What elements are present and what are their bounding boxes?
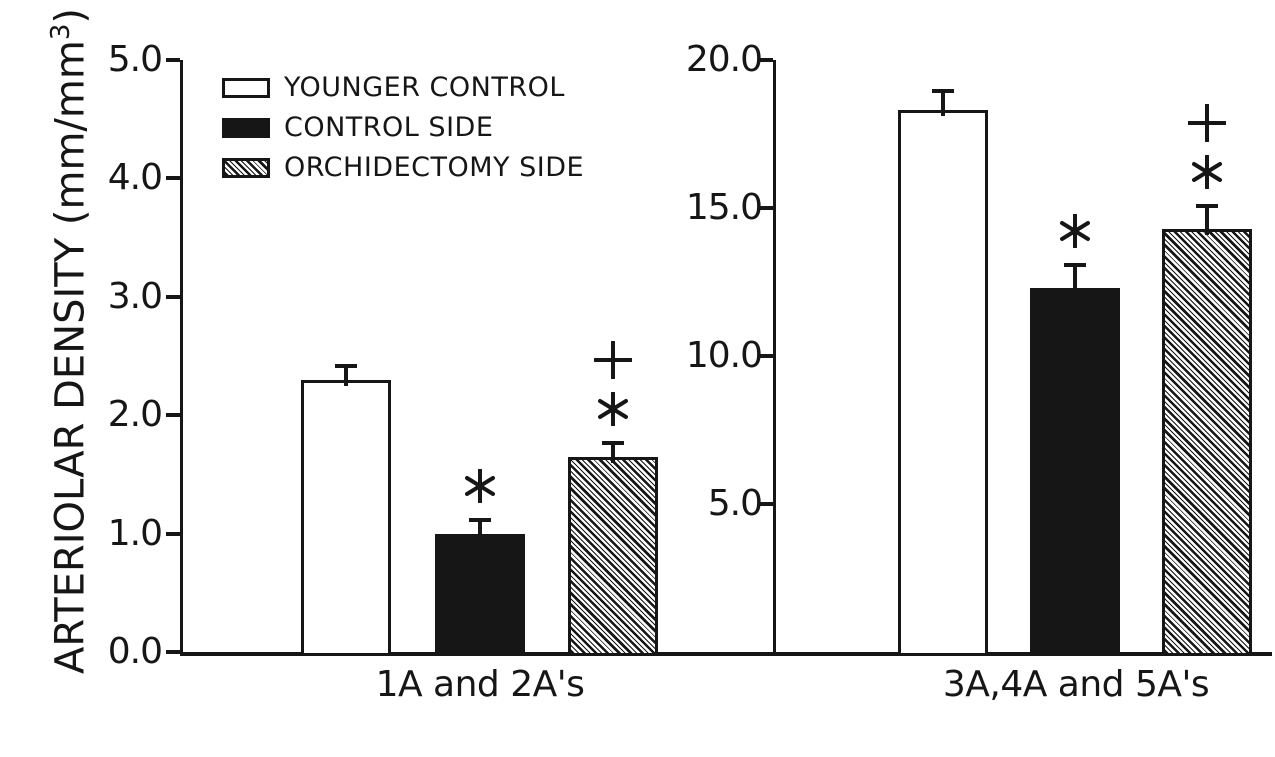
y-tick-label: 5.0: [107, 39, 163, 80]
y-tick-label: 1.0: [107, 512, 163, 554]
y-axis-line: [773, 60, 776, 656]
y-tick: [166, 176, 180, 181]
y-tick: [759, 206, 773, 210]
bar-younger-control: [898, 110, 988, 656]
legend: YOUNGER CONTROL CONTROL SIDE ORCHIDECTOM…: [222, 72, 585, 198]
significance-asterisk: [1192, 154, 1222, 190]
error-bar-cap: [602, 440, 624, 445]
legend-item-orchidectomy-side: ORCHIDECTOMY SIDE: [222, 152, 585, 183]
y-axis-title: ARTERIOLAR DENSITY (mm/mm3): [36, 8, 95, 674]
y-tick: [166, 650, 180, 654]
error-bar-stem: [1073, 267, 1077, 294]
y-tick-label: 0.0: [107, 631, 163, 672]
legend-label-control-side: CONTROL SIDE: [284, 112, 494, 143]
y-tick-label: 2.0: [107, 394, 163, 436]
legend-label-orchidectomy-side: ORCHIDECTOMY SIDE: [284, 152, 585, 183]
y-tick: [166, 531, 180, 536]
bar-orchidectomy-side: [568, 456, 658, 656]
y-tick-label: 5.0: [707, 483, 763, 524]
error-bar-cap: [1064, 263, 1086, 268]
y-tick: [166, 294, 180, 299]
y-tick-label: 3.0: [107, 275, 163, 317]
legend-swatch-younger-control: [222, 78, 270, 98]
error-bar-stem: [344, 367, 348, 386]
bar-control-side: [435, 533, 525, 656]
legend-item-control-side: CONTROL SIDE: [222, 112, 584, 143]
legend-swatch-orchidectomy-side: [222, 158, 270, 178]
x-axis-label-right: 3A,4A and 5A's: [942, 664, 1210, 705]
legend-label-younger-control: YOUNGER CONTROL: [284, 72, 565, 103]
y-tick-label: 4.0: [107, 157, 163, 199]
y-tick: [759, 502, 773, 506]
legend-swatch-control-side: [222, 118, 270, 138]
error-bar-stem: [478, 521, 482, 540]
y-tick: [759, 58, 773, 62]
y-axis-line: [180, 60, 183, 656]
bar-control-side: [1030, 287, 1120, 656]
error-bar-cap: [469, 517, 491, 522]
error-bar-stem: [1205, 208, 1209, 235]
error-bar-cap: [932, 88, 954, 93]
significance-asterisk: [465, 467, 495, 504]
y-tick: [759, 354, 773, 358]
error-bar-stem: [611, 444, 615, 463]
bar-orchidectomy-side: [1162, 228, 1252, 656]
y-tick-label: 20.0: [685, 39, 763, 80]
y-tick: [166, 58, 180, 62]
significance-plus: [1187, 103, 1227, 143]
y-axis-title-superscript: 3: [46, 23, 76, 41]
x-axis-label-left: 1A and 2A's: [375, 664, 585, 705]
legend-item-younger-control: YOUNGER CONTROL: [222, 72, 584, 103]
significance-asterisk: [598, 390, 628, 427]
y-axis-title-suffix: ): [47, 8, 94, 24]
significance-plus: [593, 339, 633, 380]
error-bar-cap: [1196, 204, 1218, 208]
y-tick-label: 15.0: [685, 187, 763, 228]
y-tick: [166, 413, 180, 418]
significance-asterisk: [1060, 213, 1090, 250]
y-axis-title-text: ARTERIOLAR DENSITY (mm/mm: [47, 40, 94, 674]
error-bar-cap: [335, 363, 357, 368]
y-tick-label: 10.0: [685, 335, 763, 376]
error-bar-stem: [941, 92, 945, 117]
bar-younger-control: [301, 379, 391, 656]
x-axis-line: [180, 652, 1272, 656]
